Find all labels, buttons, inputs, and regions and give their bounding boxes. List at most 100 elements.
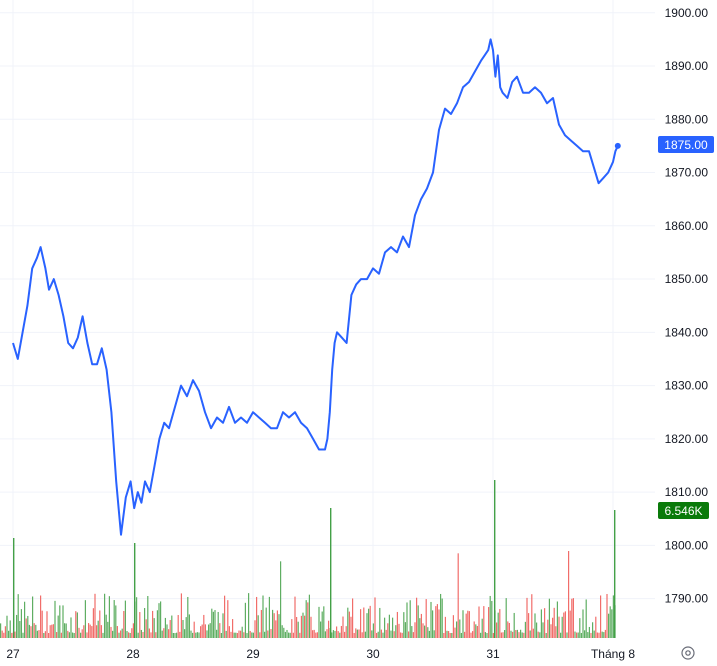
volume-bar — [497, 612, 499, 638]
volume-bar — [35, 624, 37, 638]
volume-bar — [561, 616, 563, 638]
volume-bar — [545, 632, 547, 638]
volume-bar — [64, 623, 66, 638]
y-tick-label: 1810.00 — [665, 485, 709, 499]
volume-bar — [304, 615, 306, 638]
volume-bar — [270, 629, 272, 638]
volume-bar — [272, 609, 274, 638]
volume-bar — [614, 510, 616, 638]
volume-value-badge: 6.546K — [658, 502, 709, 519]
volume-bar — [436, 604, 438, 638]
volume-bar — [504, 630, 506, 638]
volume-bar — [339, 632, 341, 638]
volume-bar — [1, 630, 3, 638]
volume-bar — [406, 602, 408, 638]
volume-bar — [592, 622, 594, 638]
volume-bar — [4, 626, 6, 638]
volume-bar — [187, 596, 189, 638]
volume-bar — [500, 632, 502, 638]
volume-bar — [244, 602, 246, 638]
x-tick-label: 29 — [246, 647, 260, 661]
volume-bar — [422, 623, 424, 638]
volume-bar — [456, 621, 458, 638]
volume-bar — [544, 608, 546, 638]
volume-bar — [356, 629, 358, 638]
volume-bar — [152, 610, 154, 638]
volume-bar — [368, 608, 370, 638]
volume-bar — [582, 609, 584, 638]
volume-bar — [30, 626, 32, 638]
x-tick-label: 31 — [486, 647, 500, 661]
price-line — [12, 38, 619, 536]
volume-bar — [243, 632, 245, 638]
settings-icon[interactable] — [681, 646, 695, 660]
volume-bar — [310, 616, 312, 638]
y-tick-label: 1820.00 — [665, 432, 709, 446]
volume-bar — [521, 632, 523, 638]
volume-bar — [409, 600, 411, 638]
volume-bar — [576, 632, 578, 638]
volume-bar — [214, 610, 216, 638]
volume-bar — [388, 614, 390, 638]
volume-bar — [193, 621, 195, 638]
volume-bar — [526, 597, 528, 638]
volume-bar — [449, 632, 451, 638]
volume-bar — [67, 630, 69, 638]
volume-bar — [57, 615, 59, 638]
volume-bar — [24, 601, 26, 638]
volume-bar — [92, 608, 94, 638]
volume-bar — [129, 632, 131, 638]
volume-bar — [19, 621, 21, 638]
volume-bar — [278, 614, 280, 638]
volume-bar — [435, 606, 437, 638]
volume-bar — [574, 631, 576, 638]
volume-bar — [185, 617, 187, 638]
volume-bar — [84, 600, 86, 638]
y-tick-label: 1880.00 — [665, 112, 709, 126]
volume-bar — [203, 614, 205, 638]
volume-bar — [102, 632, 104, 638]
y-tick-label: 1800.00 — [665, 538, 709, 552]
volume-bar — [3, 632, 5, 638]
volume-bar — [451, 632, 453, 638]
volume-bar — [264, 631, 266, 638]
volume-bar — [446, 630, 448, 638]
volume-bar — [49, 625, 51, 638]
volume-bar — [540, 609, 542, 638]
volume-bar — [294, 596, 296, 638]
y-tick-label: 1900.00 — [665, 6, 709, 20]
volume-bar — [174, 632, 176, 638]
volume-bar — [336, 626, 338, 638]
volume-bar — [289, 632, 291, 638]
volume-bar — [52, 624, 54, 638]
y-tick-label: 1850.00 — [665, 272, 709, 286]
y-tick-label: 1890.00 — [665, 59, 709, 73]
volume-bar — [200, 626, 202, 638]
volume-bar — [238, 630, 240, 638]
volume-bar — [390, 630, 392, 638]
volume-bar — [20, 609, 22, 638]
volume-bar — [44, 631, 46, 638]
volume-bar — [212, 611, 214, 638]
volume-bar — [171, 615, 173, 638]
volume-bar — [195, 632, 197, 638]
volume-bar — [488, 607, 490, 638]
volume-bar — [580, 632, 582, 638]
volume-bar — [556, 601, 558, 638]
volume-bar — [353, 632, 355, 638]
volume-bar — [340, 625, 342, 638]
volume-bar — [158, 603, 160, 638]
volume-bar — [11, 632, 13, 638]
volume-bar — [492, 632, 494, 638]
volume-bar — [459, 619, 461, 638]
volume-bar — [452, 615, 454, 638]
volume-bar — [8, 630, 10, 638]
volume-bar — [308, 594, 310, 638]
volume-bar — [396, 611, 398, 638]
volume-bar — [9, 620, 11, 638]
volume-bar — [612, 595, 614, 638]
volume-bar — [547, 619, 549, 638]
volume-bar — [70, 617, 72, 638]
volume-bar — [523, 632, 525, 638]
